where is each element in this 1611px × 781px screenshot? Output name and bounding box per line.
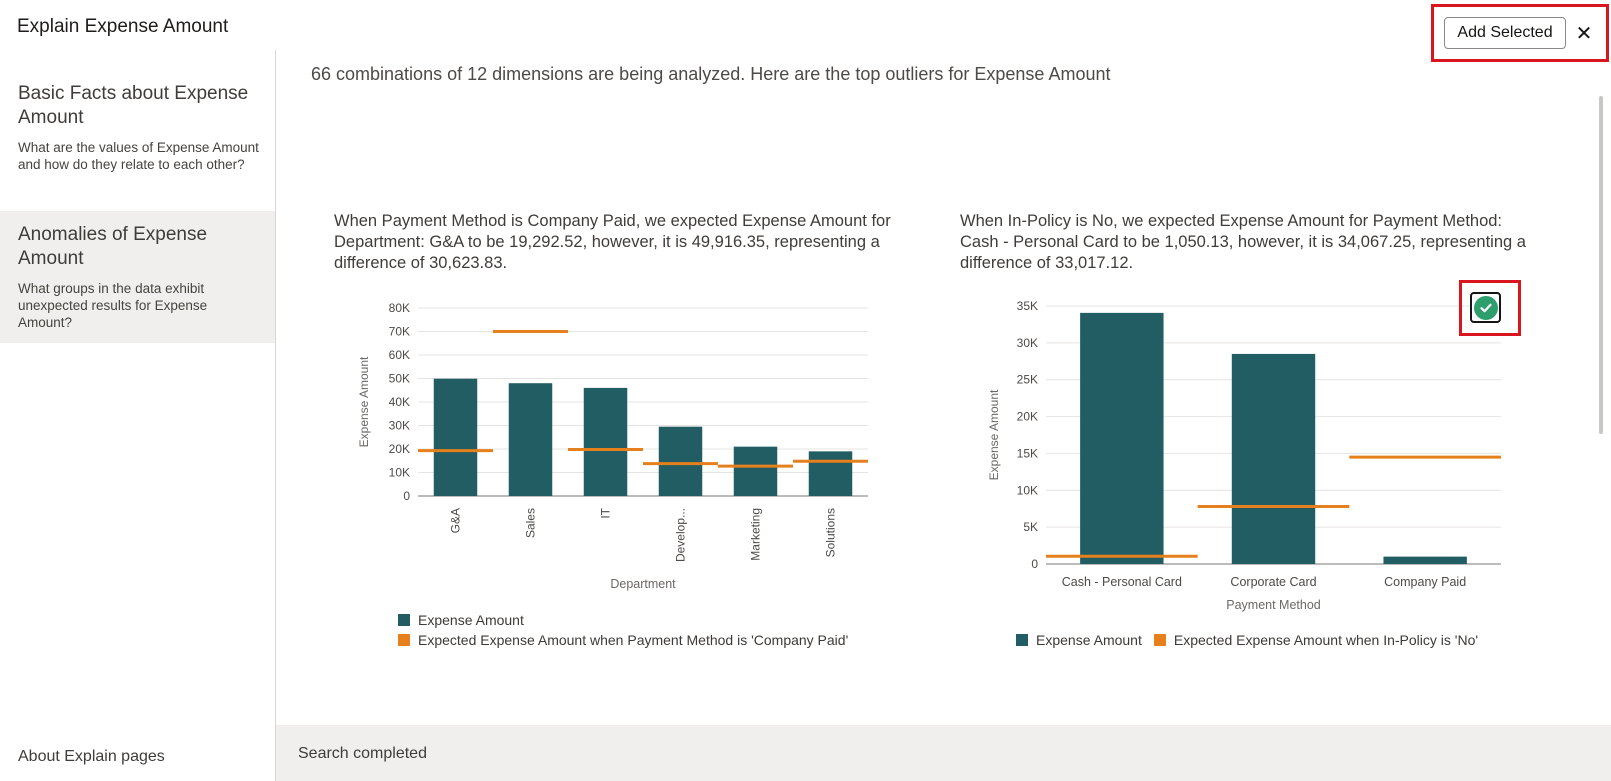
y-tick-label: 10K — [1017, 483, 1038, 497]
legend-item: Expected Expense Amount when Payment Met… — [398, 630, 848, 650]
legend-swatch — [398, 614, 410, 626]
sidebar-item-title: Anomalies of Expense Amount — [18, 224, 208, 269]
y-tick-label: 30K — [1017, 336, 1038, 350]
bar — [583, 387, 628, 496]
legend-item: Expense Amount — [398, 610, 848, 630]
y-tick-label: 25K — [1017, 373, 1038, 387]
highlight-box-select — [1459, 280, 1521, 336]
y-tick-label: 80K — [389, 301, 410, 315]
dialog-title: Explain Expense Amount — [17, 16, 229, 37]
bar — [1383, 556, 1467, 564]
status-bar: Search completed — [276, 725, 1611, 781]
x-tick-label: Solutions — [824, 508, 838, 557]
x-tick-label: G&A — [449, 508, 463, 533]
sidebar: Basic Facts about Expense Amount What ar… — [0, 50, 276, 781]
y-tick-label: 70K — [389, 325, 410, 339]
chart-legend-2: Expense Amount Expected Expense Amount w… — [1016, 630, 1490, 650]
sidebar-item-basic-facts[interactable]: Basic Facts about Expense Amount What ar… — [0, 82, 275, 192]
x-tick-label: IT — [599, 507, 613, 518]
anomaly-card-1[interactable]: When Payment Method is Company Paid, we … — [334, 211, 894, 274]
anomaly-description: When In-Policy is No, we expected Expens… — [960, 212, 1526, 272]
x-tick-label: Corporate Card — [1230, 575, 1316, 589]
anomaly-chart-2: 0 5K 10K 15K 20K 25K 30K 35K Cash - Personal Car… — [987, 299, 1501, 612]
sidebar-item-title: Basic Facts about Expense Amount — [18, 83, 249, 128]
chart-legend-1: Expense Amount Expected Expense Amount w… — [398, 610, 848, 650]
highlight-box-add-selected — [1431, 4, 1609, 62]
bar — [1231, 353, 1316, 564]
analysis-summary: 66 combinations of 12 dimensions are bei… — [311, 64, 1111, 84]
legend-item: Expense Amount — [1016, 630, 1142, 650]
y-tick-label: 60K — [389, 348, 410, 362]
y-axis-title: Expense Amount — [357, 356, 371, 447]
legend-label: Expense Amount — [1036, 632, 1142, 648]
check-circle-icon — [1473, 295, 1498, 320]
sidebar-item-anomalies[interactable]: Anomalies of Expense Amount What groups … — [0, 211, 275, 343]
x-tick-label: Company Paid — [1384, 575, 1466, 589]
bar — [508, 383, 553, 496]
bar — [808, 451, 853, 496]
legend-label: Expected Expense Amount when Payment Met… — [418, 632, 849, 648]
x-tick-label: Sales — [524, 508, 538, 538]
y-tick-label: 40K — [389, 395, 410, 409]
x-tick-label: Marketing — [749, 508, 763, 561]
anomaly-card-2[interactable]: When In-Policy is No, we expected Expens… — [960, 211, 1540, 274]
y-tick-label: 50K — [389, 372, 410, 386]
y-axis-title: Expense Amount — [987, 389, 1001, 480]
legend-swatch — [1153, 634, 1166, 646]
anomaly-chart-1: 0 10K 20K 30K 40K 50K 60K 70K 80K G&A Sales IT Devel… — [357, 301, 868, 591]
close-icon[interactable]: ✕ — [1575, 22, 1593, 45]
bar — [658, 426, 703, 496]
x-axis-title: Department — [610, 577, 676, 591]
y-tick-label: 5K — [1023, 520, 1038, 534]
about-explain-link[interactable]: About Explain pages — [18, 748, 165, 765]
y-tick-label: 20K — [389, 442, 410, 456]
status-text: Search completed — [298, 745, 427, 762]
x-axis-title: Payment Method — [1226, 598, 1321, 612]
y-tick-label: 10K — [389, 466, 410, 480]
dialog-header: Explain Expense Amount Add Selected ✕ — [0, 0, 1611, 62]
y-tick-label: 30K — [389, 419, 410, 433]
select-checkbox[interactable] — [1470, 292, 1501, 323]
y-tick-label: 35K — [1017, 299, 1038, 313]
anomaly-description: When Payment Method is Company Paid, we … — [334, 212, 891, 272]
sidebar-item-description: What are the values of Expense Amount an… — [18, 140, 259, 172]
bar — [733, 446, 778, 496]
legend-item: Expected Expense Amount when In-Policy i… — [1153, 630, 1479, 650]
legend-swatch — [1016, 634, 1028, 646]
add-selected-button[interactable]: Add Selected — [1444, 17, 1566, 49]
bar — [433, 378, 478, 496]
y-tick-label: 0 — [1031, 557, 1038, 571]
y-tick-label: 15K — [1017, 446, 1038, 460]
legend-label: Expense Amount — [418, 612, 524, 628]
x-tick-label: Develop... — [674, 508, 688, 562]
bar — [1080, 312, 1164, 564]
x-tick-label: Cash - Personal Card — [1062, 575, 1182, 589]
y-tick-label: 20K — [1017, 410, 1038, 424]
sidebar-item-description: What groups in the data exhibit unexpect… — [18, 281, 208, 330]
legend-label: Expected Expense Amount when In-Policy i… — [1173, 632, 1479, 648]
scrollbar[interactable] — [1599, 96, 1603, 434]
y-tick-label: 0 — [403, 489, 410, 503]
legend-swatch — [398, 634, 410, 646]
